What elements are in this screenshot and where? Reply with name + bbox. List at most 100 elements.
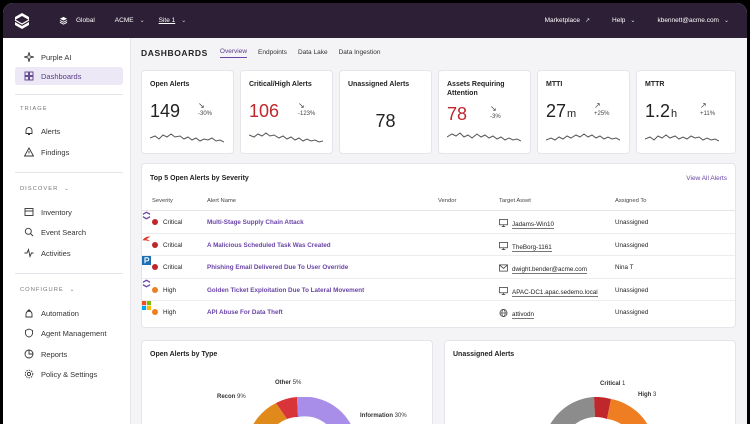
sidebar-item-alerts[interactable]: Alerts bbox=[15, 122, 123, 140]
target-asset-cell[interactable]: attivodn bbox=[499, 309, 535, 319]
donut-slice-information bbox=[297, 397, 351, 424]
alert-name-link[interactable]: A Malicious Scheduled Task Was Created bbox=[207, 241, 331, 249]
sentinelone-logo-icon bbox=[142, 278, 151, 288]
sparkline bbox=[447, 132, 521, 142]
user-menu[interactable]: kbennett@acme.com ⌄ bbox=[657, 17, 729, 24]
donut-chart bbox=[550, 397, 648, 424]
kpi-value: 27m bbox=[546, 101, 577, 121]
sidebar-item-label: Findings bbox=[41, 147, 70, 157]
globe-icon bbox=[499, 309, 508, 317]
tab-data-lake[interactable]: Data Lake bbox=[297, 49, 328, 56]
inventory-icon bbox=[23, 207, 34, 218]
chevron-down-icon: ⌄ bbox=[64, 186, 70, 192]
kpi-title: Open Alerts bbox=[150, 81, 190, 88]
unassigned-alerts-card: Unassigned Alerts Critical 1 High 3 bbox=[444, 340, 736, 424]
table-row[interactable]: Critical A Malicious Scheduled Task Was … bbox=[142, 234, 735, 256]
activity-icon bbox=[23, 248, 34, 259]
kpi-critical-high-alerts[interactable]: Critical/High Alerts 106 ↘ -123% bbox=[240, 70, 333, 154]
sidebar-item-findings[interactable]: Findings bbox=[15, 143, 123, 161]
monitor-icon bbox=[499, 286, 508, 295]
tab-endpoints[interactable]: Endpoints bbox=[258, 49, 287, 56]
critical-icon bbox=[152, 241, 158, 248]
view-all-alerts-link[interactable]: View All Alerts bbox=[686, 175, 727, 182]
card-title: Unassigned Alerts bbox=[453, 351, 515, 358]
target-asset-cell[interactable]: TheBorg-1161 bbox=[499, 241, 552, 252]
table-row[interactable]: High API Abuse For Data Theft attivodn U… bbox=[142, 301, 735, 324]
scope-global[interactable]: Global bbox=[59, 16, 101, 25]
alert-name-link[interactable]: API Abuse For Data Theft bbox=[207, 309, 283, 316]
table-row[interactable]: Critical Phishing Email Delivered Due To… bbox=[142, 256, 735, 279]
warning-icon bbox=[23, 147, 34, 158]
column-header-vendor[interactable]: Vendor bbox=[438, 198, 457, 204]
help-menu[interactable]: Help ⌄ bbox=[612, 17, 635, 24]
user-email: kbennett@acme.com bbox=[657, 17, 719, 24]
kpi-value: 78 bbox=[375, 111, 396, 131]
sparkline bbox=[645, 134, 719, 142]
app-window: Global ACME ⌄ Site 1 ⌄ Marketplace ↗ Hel… bbox=[3, 3, 747, 424]
kpi-assets-requiring-attention[interactable]: Assets Requiring Attention 78 ↘ -3% bbox=[438, 70, 531, 154]
page-title: DASHBOARDS bbox=[141, 48, 208, 58]
donut-slice-recon bbox=[253, 403, 287, 424]
kpi-value: 1.2h bbox=[645, 101, 678, 121]
kpi-mtti[interactable]: MTTI 27m ↗ +25% bbox=[537, 70, 630, 154]
kpi-value: 78 bbox=[447, 104, 468, 124]
arrow-up-right-icon: ↗ bbox=[594, 101, 601, 110]
sidebar-item-label: Purple AI bbox=[41, 52, 72, 62]
column-header-assigned-to[interactable]: Assigned To bbox=[615, 198, 647, 204]
marketplace-link[interactable]: Marketplace ↗ bbox=[545, 17, 590, 24]
section-configure[interactable]: CONFIGURE ⌄ bbox=[20, 287, 75, 293]
sidebar-item-label: Policy & Settings bbox=[41, 369, 98, 379]
alert-name-link[interactable]: Phishing Email Delivered Due To User Ove… bbox=[207, 264, 349, 271]
severity-cell: Critical bbox=[152, 264, 182, 271]
table-row[interactable]: Critical Multi-Stage Supply Chain Attack… bbox=[142, 211, 735, 234]
kpi-open-alerts[interactable]: Open Alerts 149 ↘ -30% bbox=[141, 70, 234, 154]
sparkline bbox=[249, 132, 323, 143]
sidebar-item-label: Alerts bbox=[41, 126, 61, 136]
scope-account[interactable]: ACME ⌄ bbox=[115, 17, 145, 24]
donut-label-information: Information 30% bbox=[360, 413, 407, 419]
alert-name-link[interactable]: Multi-Stage Supply Chain Attack bbox=[207, 219, 304, 226]
sidebar-item-reports[interactable]: Reports bbox=[15, 345, 123, 363]
scope-site[interactable]: Site 1 ⌄ bbox=[159, 17, 187, 24]
crowdstrike-logo-icon bbox=[142, 236, 151, 241]
arrow-up-right-icon: ↗ bbox=[700, 101, 707, 110]
column-header-alert-name[interactable]: Alert Name bbox=[207, 198, 236, 204]
reports-icon bbox=[23, 349, 34, 360]
target-asset-cell[interactable]: APAC-DC1.apac.sedemo.local bbox=[499, 286, 598, 297]
sidebar-item-label: Event Search bbox=[41, 227, 87, 237]
kpi-delta: ↘ -123% bbox=[298, 101, 316, 117]
target-asset-cell[interactable]: dwight.bender@acme.com bbox=[499, 264, 587, 274]
tab-overview[interactable]: Overview bbox=[219, 48, 248, 58]
kpi-value: 149 bbox=[150, 101, 181, 121]
kpi-mttr[interactable]: MTTR 1.2h ↗ +11% bbox=[636, 70, 736, 154]
table-row[interactable]: High Golden Ticket Exploitation Due To L… bbox=[142, 278, 735, 301]
column-header-severity[interactable]: Severity bbox=[152, 198, 173, 204]
table-title: Top 5 Open Alerts by Severity bbox=[150, 175, 249, 182]
external-link-icon: ↗ bbox=[585, 18, 591, 24]
kpi-unassigned-alerts[interactable]: Unassigned Alerts 78 bbox=[339, 70, 432, 154]
sidebar-item-automation[interactable]: Automation bbox=[15, 304, 123, 322]
marketplace-label: Marketplace bbox=[544, 17, 581, 24]
divider bbox=[142, 210, 735, 211]
scope-label: Global bbox=[76, 17, 95, 24]
sentinelone-logo-icon[interactable] bbox=[13, 12, 31, 30]
donut-slice-other bbox=[276, 397, 298, 419]
sidebar-item-activities[interactable]: Activities bbox=[15, 244, 123, 262]
sidebar-item-agent-management[interactable]: Agent Management bbox=[15, 324, 123, 342]
sidebar-item-event-search[interactable]: Event Search bbox=[15, 223, 123, 241]
alert-name-link[interactable]: Golden Ticket Exploitation Due To Latera… bbox=[207, 286, 365, 294]
kpi-delta: ↗ +11% bbox=[700, 101, 716, 117]
target-asset-cell[interactable]: Jadams-Win10 bbox=[499, 219, 554, 229]
open-alerts-by-type-card: Open Alerts by Type Recon 9% Other 5% In… bbox=[141, 340, 433, 424]
sidebar-item-policy-settings[interactable]: Policy & Settings bbox=[15, 365, 123, 383]
column-header-target-asset[interactable]: Target Asset bbox=[499, 198, 531, 204]
donut-chart bbox=[253, 397, 351, 424]
sidebar-item-dashboards[interactable]: Dashboards bbox=[15, 67, 123, 85]
assigned-to-cell: Unassigned bbox=[615, 241, 649, 249]
sparkline bbox=[546, 133, 620, 141]
tab-data-ingestion[interactable]: Data Ingestion bbox=[338, 49, 381, 56]
card-title: Open Alerts by Type bbox=[150, 351, 218, 358]
section-discover[interactable]: DISCOVER ⌄ bbox=[20, 186, 70, 192]
sidebar-item-inventory[interactable]: Inventory bbox=[15, 203, 123, 221]
sidebar-item-purple-ai[interactable]: Purple AI bbox=[15, 48, 123, 66]
